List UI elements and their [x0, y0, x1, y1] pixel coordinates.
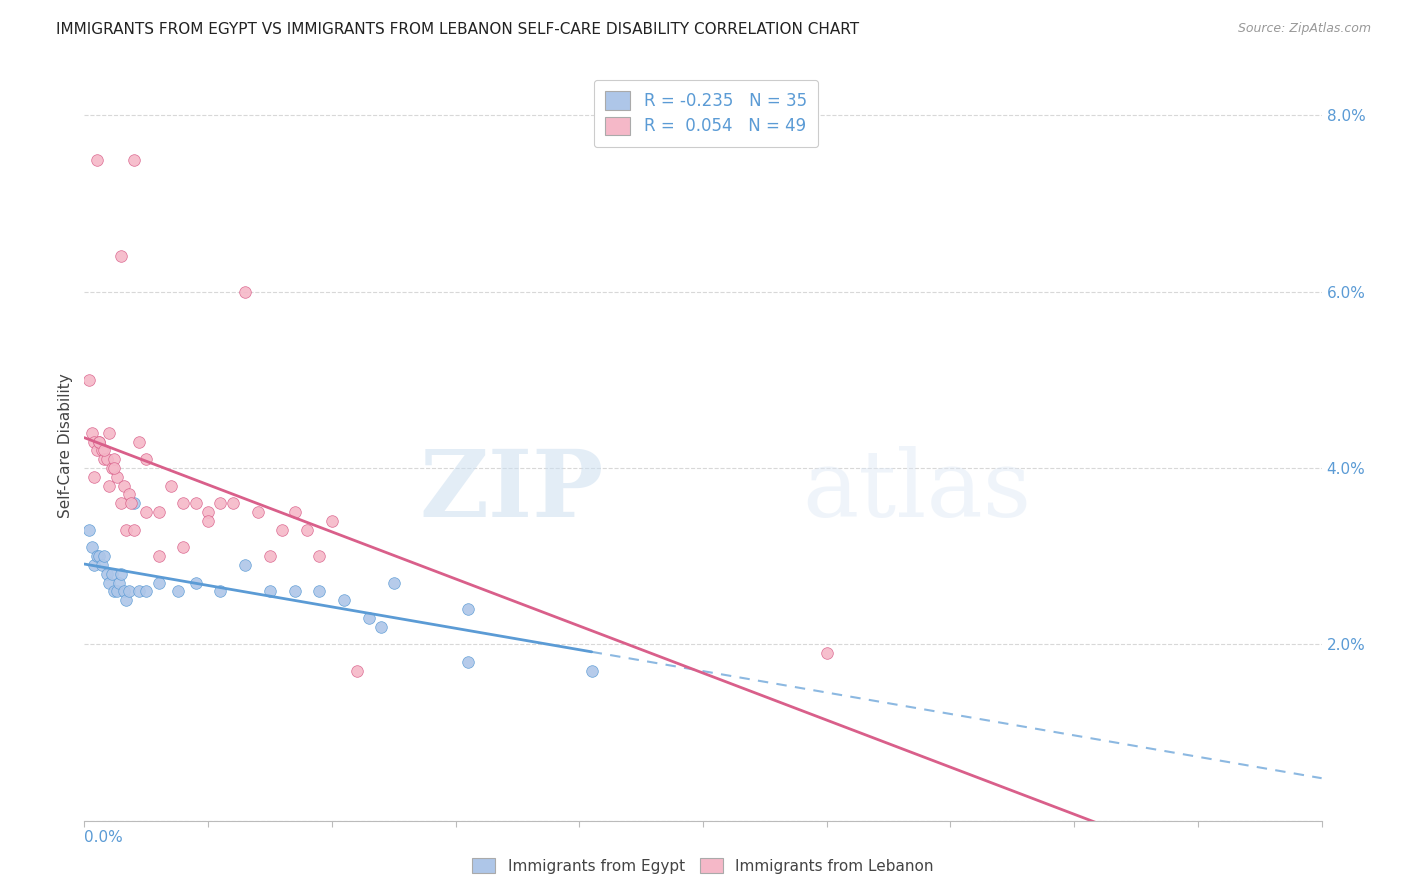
- Point: [135, 505, 157, 519]
- Point: [79, 373, 101, 387]
- Point: [103, 461, 125, 475]
- Point: [222, 496, 245, 510]
- Point: [122, 153, 145, 167]
- Point: [382, 575, 405, 590]
- Point: [370, 620, 392, 634]
- Point: [86, 153, 108, 167]
- Point: [89, 549, 111, 564]
- Point: [96, 452, 118, 467]
- Point: [105, 470, 128, 484]
- Legend: R = -0.235   N = 35, R =  0.054   N = 49: R = -0.235 N = 35, R = 0.054 N = 49: [593, 79, 818, 147]
- Point: [83, 434, 105, 449]
- Point: [90, 558, 112, 572]
- Point: [308, 549, 330, 564]
- Point: [98, 425, 121, 440]
- Point: [233, 558, 256, 572]
- Point: [105, 584, 128, 599]
- Point: [112, 478, 135, 492]
- Point: [115, 593, 138, 607]
- Point: [128, 434, 150, 449]
- Point: [135, 452, 157, 467]
- Point: [112, 584, 135, 599]
- Text: Source: ZipAtlas.com: Source: ZipAtlas.com: [1237, 22, 1371, 36]
- Point: [246, 505, 269, 519]
- Point: [80, 425, 103, 440]
- Point: [184, 575, 207, 590]
- Point: [209, 584, 232, 599]
- Point: [90, 443, 112, 458]
- Point: [110, 566, 132, 581]
- Point: [160, 478, 183, 492]
- Point: [233, 285, 256, 299]
- Point: [118, 487, 141, 501]
- Point: [122, 496, 145, 510]
- Legend: Immigrants from Egypt, Immigrants from Lebanon: Immigrants from Egypt, Immigrants from L…: [467, 852, 939, 880]
- Text: atlas: atlas: [801, 446, 1031, 536]
- Point: [89, 434, 111, 449]
- Point: [93, 452, 115, 467]
- Point: [86, 549, 108, 564]
- Point: [308, 584, 330, 599]
- Point: [79, 523, 101, 537]
- Point: [815, 646, 838, 660]
- Point: [110, 496, 132, 510]
- Point: [167, 584, 190, 599]
- Point: [98, 478, 121, 492]
- Point: [357, 611, 380, 625]
- Point: [135, 584, 157, 599]
- Point: [108, 575, 131, 590]
- Point: [103, 584, 125, 599]
- Point: [346, 664, 368, 678]
- Point: [148, 549, 170, 564]
- Point: [103, 452, 125, 467]
- Point: [184, 496, 207, 510]
- Text: IMMIGRANTS FROM EGYPT VS IMMIGRANTS FROM LEBANON SELF-CARE DISABILITY CORRELATIO: IMMIGRANTS FROM EGYPT VS IMMIGRANTS FROM…: [56, 22, 859, 37]
- Point: [148, 505, 170, 519]
- Point: [172, 541, 194, 555]
- Point: [98, 575, 121, 590]
- Point: [271, 523, 294, 537]
- Point: [110, 250, 132, 264]
- Point: [83, 470, 105, 484]
- Point: [96, 566, 118, 581]
- Point: [100, 566, 122, 581]
- Point: [259, 584, 281, 599]
- Point: [284, 505, 307, 519]
- Text: 0.0%: 0.0%: [84, 830, 124, 845]
- Point: [259, 549, 281, 564]
- Point: [122, 523, 145, 537]
- Point: [86, 443, 108, 458]
- Text: ZIP: ZIP: [420, 446, 605, 536]
- Point: [93, 443, 115, 458]
- Point: [295, 523, 318, 537]
- Point: [457, 655, 479, 669]
- Point: [148, 575, 170, 590]
- Point: [581, 664, 603, 678]
- Point: [115, 523, 138, 537]
- Point: [100, 461, 122, 475]
- Point: [284, 584, 307, 599]
- Point: [93, 549, 115, 564]
- Point: [172, 496, 194, 510]
- Point: [209, 496, 232, 510]
- Point: [457, 602, 479, 616]
- Point: [120, 496, 142, 510]
- Y-axis label: Self-Care Disability: Self-Care Disability: [58, 374, 73, 518]
- Point: [333, 593, 356, 607]
- Point: [197, 514, 219, 528]
- Point: [321, 514, 343, 528]
- Point: [80, 541, 103, 555]
- Point: [83, 558, 105, 572]
- Point: [118, 584, 141, 599]
- Point: [197, 505, 219, 519]
- Point: [128, 584, 150, 599]
- Point: [89, 434, 111, 449]
